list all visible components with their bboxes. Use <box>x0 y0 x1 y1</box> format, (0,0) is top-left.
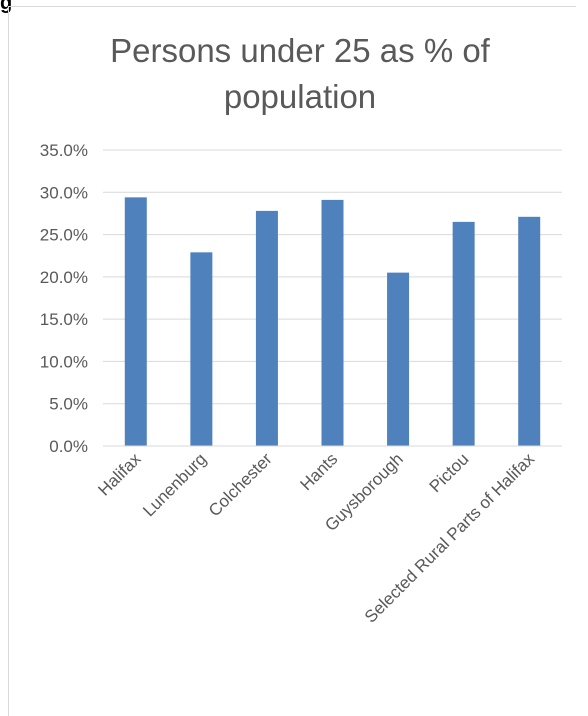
bar-guysborough <box>387 272 410 446</box>
x-category-label: Pictou <box>426 449 473 496</box>
y-tick-label: 15.0% <box>40 310 88 329</box>
x-category-label: Hants <box>296 449 341 494</box>
bars <box>124 197 541 446</box>
bar-halifax <box>124 197 147 446</box>
x-category-label: Lunenburg <box>139 449 210 520</box>
y-tick-label: 0.0% <box>49 437 88 456</box>
chart-title-line-2: population <box>224 78 376 115</box>
y-tick-label: 20.0% <box>40 268 88 287</box>
x-category-label: Halifax <box>94 449 145 500</box>
y-tick-label: 30.0% <box>40 183 88 202</box>
y-tick-label: 35.0% <box>40 141 88 160</box>
chart-title-line-1: Persons under 25 as % of <box>110 32 491 69</box>
y-axis-tick-labels: 0.0% 5.0% 10.0% 15.0% 20.0% 25.0% 30.0% 35.0% <box>40 141 88 456</box>
chart-frame <box>8 6 576 716</box>
bar-colchester <box>255 210 278 446</box>
y-tick-label: 25.0% <box>40 226 88 245</box>
bar-hants <box>321 199 344 446</box>
bar-selected-rural-parts-of-halifax <box>518 216 541 446</box>
chart-title: Persons under 25 as % of population <box>110 32 491 115</box>
y-tick-label: 10.0% <box>40 352 88 371</box>
bar-lunenburg <box>190 252 213 446</box>
x-category-label: Colchester <box>205 449 276 520</box>
bar-pictou <box>452 221 475 446</box>
page-corner-text: g <box>0 0 13 14</box>
y-tick-label: 5.0% <box>49 395 88 414</box>
gridlines <box>103 149 562 405</box>
